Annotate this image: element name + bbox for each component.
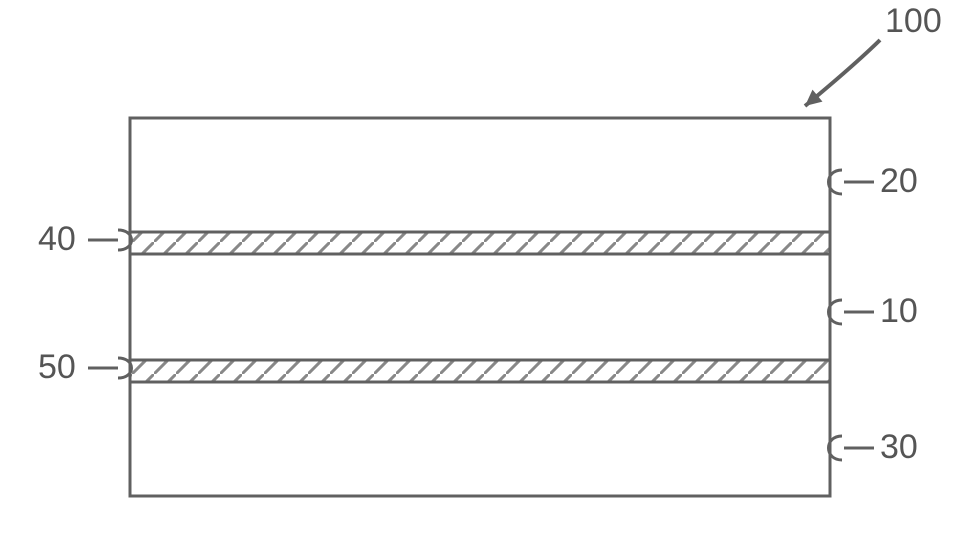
layer-40	[130, 232, 830, 254]
leader-arrow-100	[805, 40, 880, 106]
layer-30	[130, 382, 830, 496]
layer-50	[130, 360, 830, 382]
layer-10	[130, 254, 830, 360]
layer-20	[130, 118, 830, 232]
diagram-canvas: 100 20 10 30 40 50	[0, 0, 969, 547]
diagram-svg	[0, 0, 969, 547]
